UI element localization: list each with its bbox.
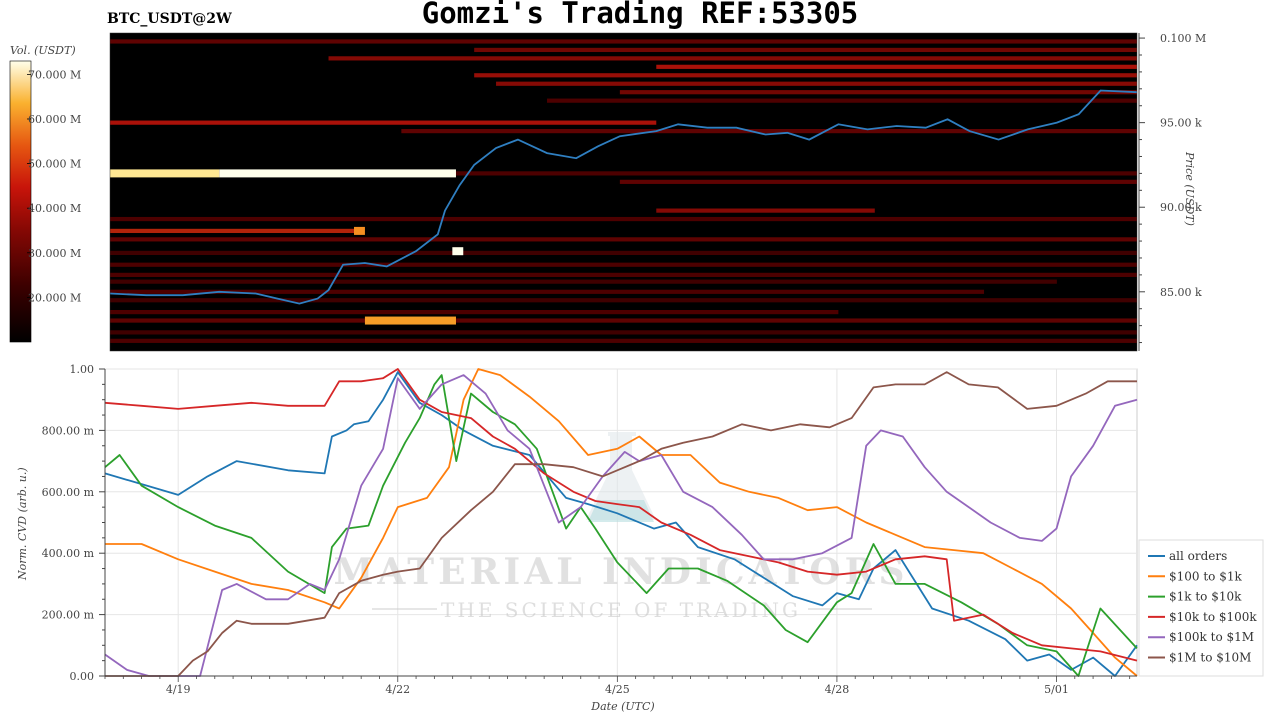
cvd-plot-area [104,368,1138,677]
colorbar-tick-label: 40.000 M [28,202,81,215]
watermark-flask-icon [586,432,656,520]
watermark-title: MATERIAL INDICATORS [333,551,908,593]
legend-label: $100 to $1k [1169,569,1242,583]
legend-label: $1k to $10k [1169,590,1242,604]
colorbar-tick-label: 20.000 M [28,291,81,304]
price-tick-label: 95.00 k [1160,117,1202,130]
heatmap-band [110,237,1137,242]
cvd-y-tick-label: 1.00 [70,363,95,376]
watermark-flask-liquid-icon [588,500,654,522]
cvd-x-tick-label: 5/01 [1044,683,1069,696]
heatmap-band [110,272,1137,277]
heatmap-band [619,179,1137,184]
colorbar [9,60,32,343]
cvd-y-tick-label: 400.00 m [42,547,95,560]
heatmap-band [110,318,1137,323]
cvd-x-tick-label: 4/19 [166,683,191,696]
heatmap-band [110,330,1137,335]
price-tick-label: 90.00 k [1160,201,1202,214]
heatmap-band [110,120,657,125]
colorbar-tick-label: 70.000 M [28,68,81,81]
heatmap-band [328,56,1138,61]
legend-box [1138,539,1264,677]
heatmap-frame [109,32,1138,352]
heatmap-band [110,171,1137,176]
heatmap-band [110,262,1137,267]
price-tick-label: 0.100 M [1160,32,1206,45]
heatmap-band [110,338,1137,343]
cvd-series-line [105,371,1137,677]
heatmap-highlight [110,169,220,178]
heatmap-band [401,129,1137,134]
heatmap-band [110,309,839,315]
legend-label: $1M to $10M [1169,651,1251,665]
cvd-x-tick-label: 4/28 [825,683,850,696]
symbol-label: BTC_USDT@2W [107,11,232,27]
heatmap-band [110,216,1137,222]
heatmap-band [547,98,1137,103]
heatmap-band [474,47,1137,53]
colorbar-title: Vol. (USDT) [10,44,76,57]
legend-label: $10k to $100k [1169,610,1257,624]
heatmap-highlight [219,169,456,178]
heatmap-band [619,90,1137,95]
colorbar-tick-label: 50.000 M [28,158,81,171]
watermark-subtitle: THE SCIENCE OF TRADING [441,598,801,622]
heatmap-band [110,298,1137,303]
cvd-series-line [104,368,1138,662]
cvd-y-tick-label: 600.00 m [42,486,95,499]
heatmap-highlight [452,247,464,256]
heatmap-band [110,250,1137,255]
price-line [109,89,1138,305]
legend-label: $100k to $1M [1169,630,1254,644]
cvd-series-line [104,374,1138,677]
heatmap-highlight [364,316,456,325]
heatmap-band [656,208,875,213]
heatmap-band [496,81,1137,86]
cvd-y-tick-label: 800.00 m [42,424,95,437]
cvd-x-tick-label: 4/25 [605,683,630,696]
cvd-y-tick-label: 200.00 m [42,609,95,622]
cvd-series-line [104,371,1138,677]
price-tick-label: 85.00 k [1160,286,1202,299]
cvd-x-tick-label: 4/22 [385,683,410,696]
cvd-series-line [105,368,1138,677]
cvd-y-tick-label: 0.00 [70,670,95,683]
heatmap-highlight [354,226,365,235]
heatmap-band [474,73,1137,78]
chart-title: Gomzi's Trading REF:53305 [421,0,859,30]
colorbar-tick-label: 60.000 M [28,113,81,126]
heatmap-background [110,33,1137,351]
heatmap-band [110,279,1057,284]
heatmap-band [110,228,358,234]
heatmap-band [110,289,985,294]
legend-label: all orders [1169,549,1227,563]
heatmap-band [110,39,1137,44]
x-axis-title: Date (UTC) [591,700,655,713]
heatmap-band [656,64,1137,69]
colorbar-tick-label: 30.000 M [28,247,81,260]
